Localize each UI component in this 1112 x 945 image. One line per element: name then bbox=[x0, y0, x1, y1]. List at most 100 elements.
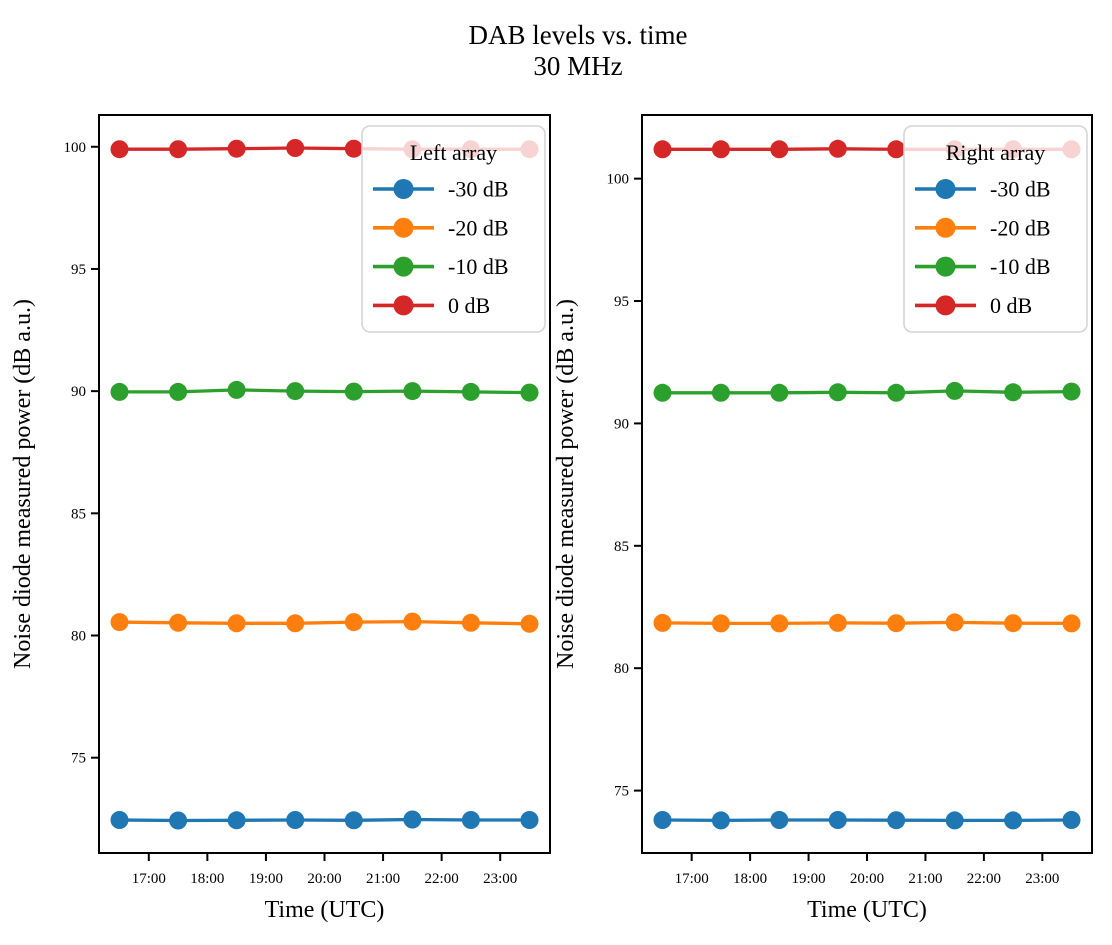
legend-sample-marker bbox=[935, 256, 956, 277]
y-axis-label: Noise diode measured power (dB a.u.) bbox=[10, 299, 36, 669]
panel-left: 75 80 85 90 95 100 17:00 18:00 19:00 20:00 21:00 22… bbox=[10, 114, 551, 923]
y-tick-label: 80 bbox=[614, 661, 629, 677]
series-marker--10-dB bbox=[344, 382, 363, 401]
series-marker--20-dB bbox=[711, 614, 730, 633]
x-tick-label: 21:00 bbox=[908, 871, 942, 887]
x-tick-label: 20:00 bbox=[307, 871, 341, 887]
series-marker--30-dB bbox=[169, 811, 188, 830]
series-marker--30-dB bbox=[227, 811, 246, 830]
series-marker-0-dB bbox=[711, 140, 730, 159]
legend-label: -30 dB bbox=[990, 177, 1051, 202]
series-marker-0-dB bbox=[770, 140, 789, 159]
legend-sample-marker bbox=[393, 179, 414, 199]
legend-label: -10 dB bbox=[448, 254, 509, 279]
series-marker--10-dB bbox=[227, 380, 246, 399]
series-line--20-dB bbox=[119, 619, 530, 626]
series-marker--30-dB bbox=[110, 811, 129, 829]
figure-title: DAB levels vs. time 30 MHz bbox=[469, 20, 688, 82]
x-tick-label: 22:00 bbox=[425, 871, 459, 887]
y-tick-label: 100 bbox=[64, 140, 87, 156]
y-axis-label: Noise diode measured power (dB a.u.) bbox=[553, 299, 579, 669]
legend-label: -10 dB bbox=[990, 254, 1051, 279]
series-marker--10-dB bbox=[653, 383, 672, 402]
series-marker--30-dB bbox=[828, 811, 847, 829]
series-marker--10-dB bbox=[945, 381, 964, 400]
series-marker--20-dB bbox=[1062, 614, 1081, 633]
y-tick-label: 90 bbox=[71, 384, 86, 400]
legend-title: Right array bbox=[946, 140, 1046, 165]
series-marker-0-dB bbox=[286, 139, 305, 157]
series-marker--30-dB bbox=[653, 811, 672, 829]
legend-label: 0 dB bbox=[990, 293, 1032, 318]
series-marker--20-dB bbox=[169, 613, 188, 632]
series-marker--10-dB bbox=[110, 382, 129, 401]
y-tick-label: 85 bbox=[614, 539, 629, 555]
x-tick-label: 17:00 bbox=[675, 871, 709, 887]
series-marker--30-dB bbox=[711, 811, 730, 830]
series-marker--20-dB bbox=[770, 614, 789, 633]
series-marker--10-dB bbox=[286, 382, 305, 401]
legend-sample-marker bbox=[935, 179, 956, 199]
x-tick-label: 21:00 bbox=[366, 871, 400, 887]
series-marker--30-dB bbox=[770, 811, 789, 829]
legend-label: -20 dB bbox=[990, 215, 1051, 240]
figure-title-line1: DAB levels vs. time bbox=[468, 20, 688, 50]
series-marker--30-dB bbox=[887, 811, 906, 830]
legend-box bbox=[903, 125, 1088, 333]
series-marker--30-dB bbox=[344, 811, 363, 830]
series-marker-0-dB bbox=[653, 140, 672, 159]
series-marker--30-dB bbox=[286, 811, 305, 829]
legend-sample-marker bbox=[935, 295, 956, 316]
series-marker--20-dB bbox=[344, 613, 363, 632]
legend-sample-marker bbox=[393, 256, 414, 277]
legend-box bbox=[361, 125, 546, 333]
series-marker-0-dB bbox=[344, 139, 363, 158]
series-marker--30-dB bbox=[1062, 811, 1081, 829]
series-marker--20-dB bbox=[110, 613, 129, 632]
series-line--10-dB bbox=[662, 389, 1072, 395]
legend-label: 0 dB bbox=[448, 293, 490, 318]
y-tick-label: 75 bbox=[614, 784, 629, 800]
series-marker--10-dB bbox=[711, 383, 730, 402]
series-marker-0-dB bbox=[169, 140, 188, 159]
series-marker--10-dB bbox=[887, 383, 906, 402]
legend-label: -30 dB bbox=[448, 177, 509, 202]
series-marker--30-dB bbox=[403, 810, 422, 829]
series-marker--20-dB bbox=[227, 614, 246, 633]
series-marker--20-dB bbox=[887, 614, 906, 633]
y-tick-label: 95 bbox=[614, 294, 629, 310]
series-line--30-dB bbox=[119, 817, 530, 823]
figure-title-line2: 30 MHz bbox=[533, 51, 623, 81]
series-marker--10-dB bbox=[169, 382, 188, 401]
x-axis-label: Time (UTC) bbox=[807, 897, 927, 923]
series-marker--20-dB bbox=[653, 613, 672, 632]
series-marker--10-dB bbox=[1004, 383, 1023, 402]
x-tick-label: 20:00 bbox=[850, 871, 884, 887]
series-marker--30-dB bbox=[520, 811, 539, 829]
series-marker--30-dB bbox=[945, 811, 964, 830]
panel-right: 75 80 85 90 95 100 17:00 18:00 19:00 20:00 21:00 22… bbox=[553, 114, 1093, 923]
series-marker-0-dB bbox=[828, 139, 847, 158]
series-marker--10-dB bbox=[828, 383, 847, 402]
x-tick-label: 19:00 bbox=[791, 871, 825, 887]
series-marker--10-dB bbox=[1062, 382, 1081, 401]
y-tick-label: 100 bbox=[607, 172, 630, 188]
legend-label: -20 dB bbox=[448, 215, 509, 240]
x-tick-label: 19:00 bbox=[249, 871, 283, 887]
series-marker--20-dB bbox=[945, 613, 964, 632]
series-marker-0-dB bbox=[227, 139, 246, 158]
series-marker-0-dB bbox=[887, 140, 906, 159]
series-marker--20-dB bbox=[520, 614, 539, 633]
x-axis-label: Time (UTC) bbox=[265, 897, 385, 923]
series-marker--10-dB bbox=[770, 383, 789, 402]
series-marker--10-dB bbox=[461, 382, 480, 401]
legend-title: Left array bbox=[410, 140, 497, 165]
series-marker--20-dB bbox=[286, 614, 305, 633]
legend-sample-marker bbox=[935, 217, 956, 238]
x-tick-label: 17:00 bbox=[132, 871, 166, 887]
series-marker--20-dB bbox=[461, 613, 480, 632]
y-tick-label: 75 bbox=[71, 751, 86, 767]
x-tick-label: 18:00 bbox=[190, 871, 224, 887]
